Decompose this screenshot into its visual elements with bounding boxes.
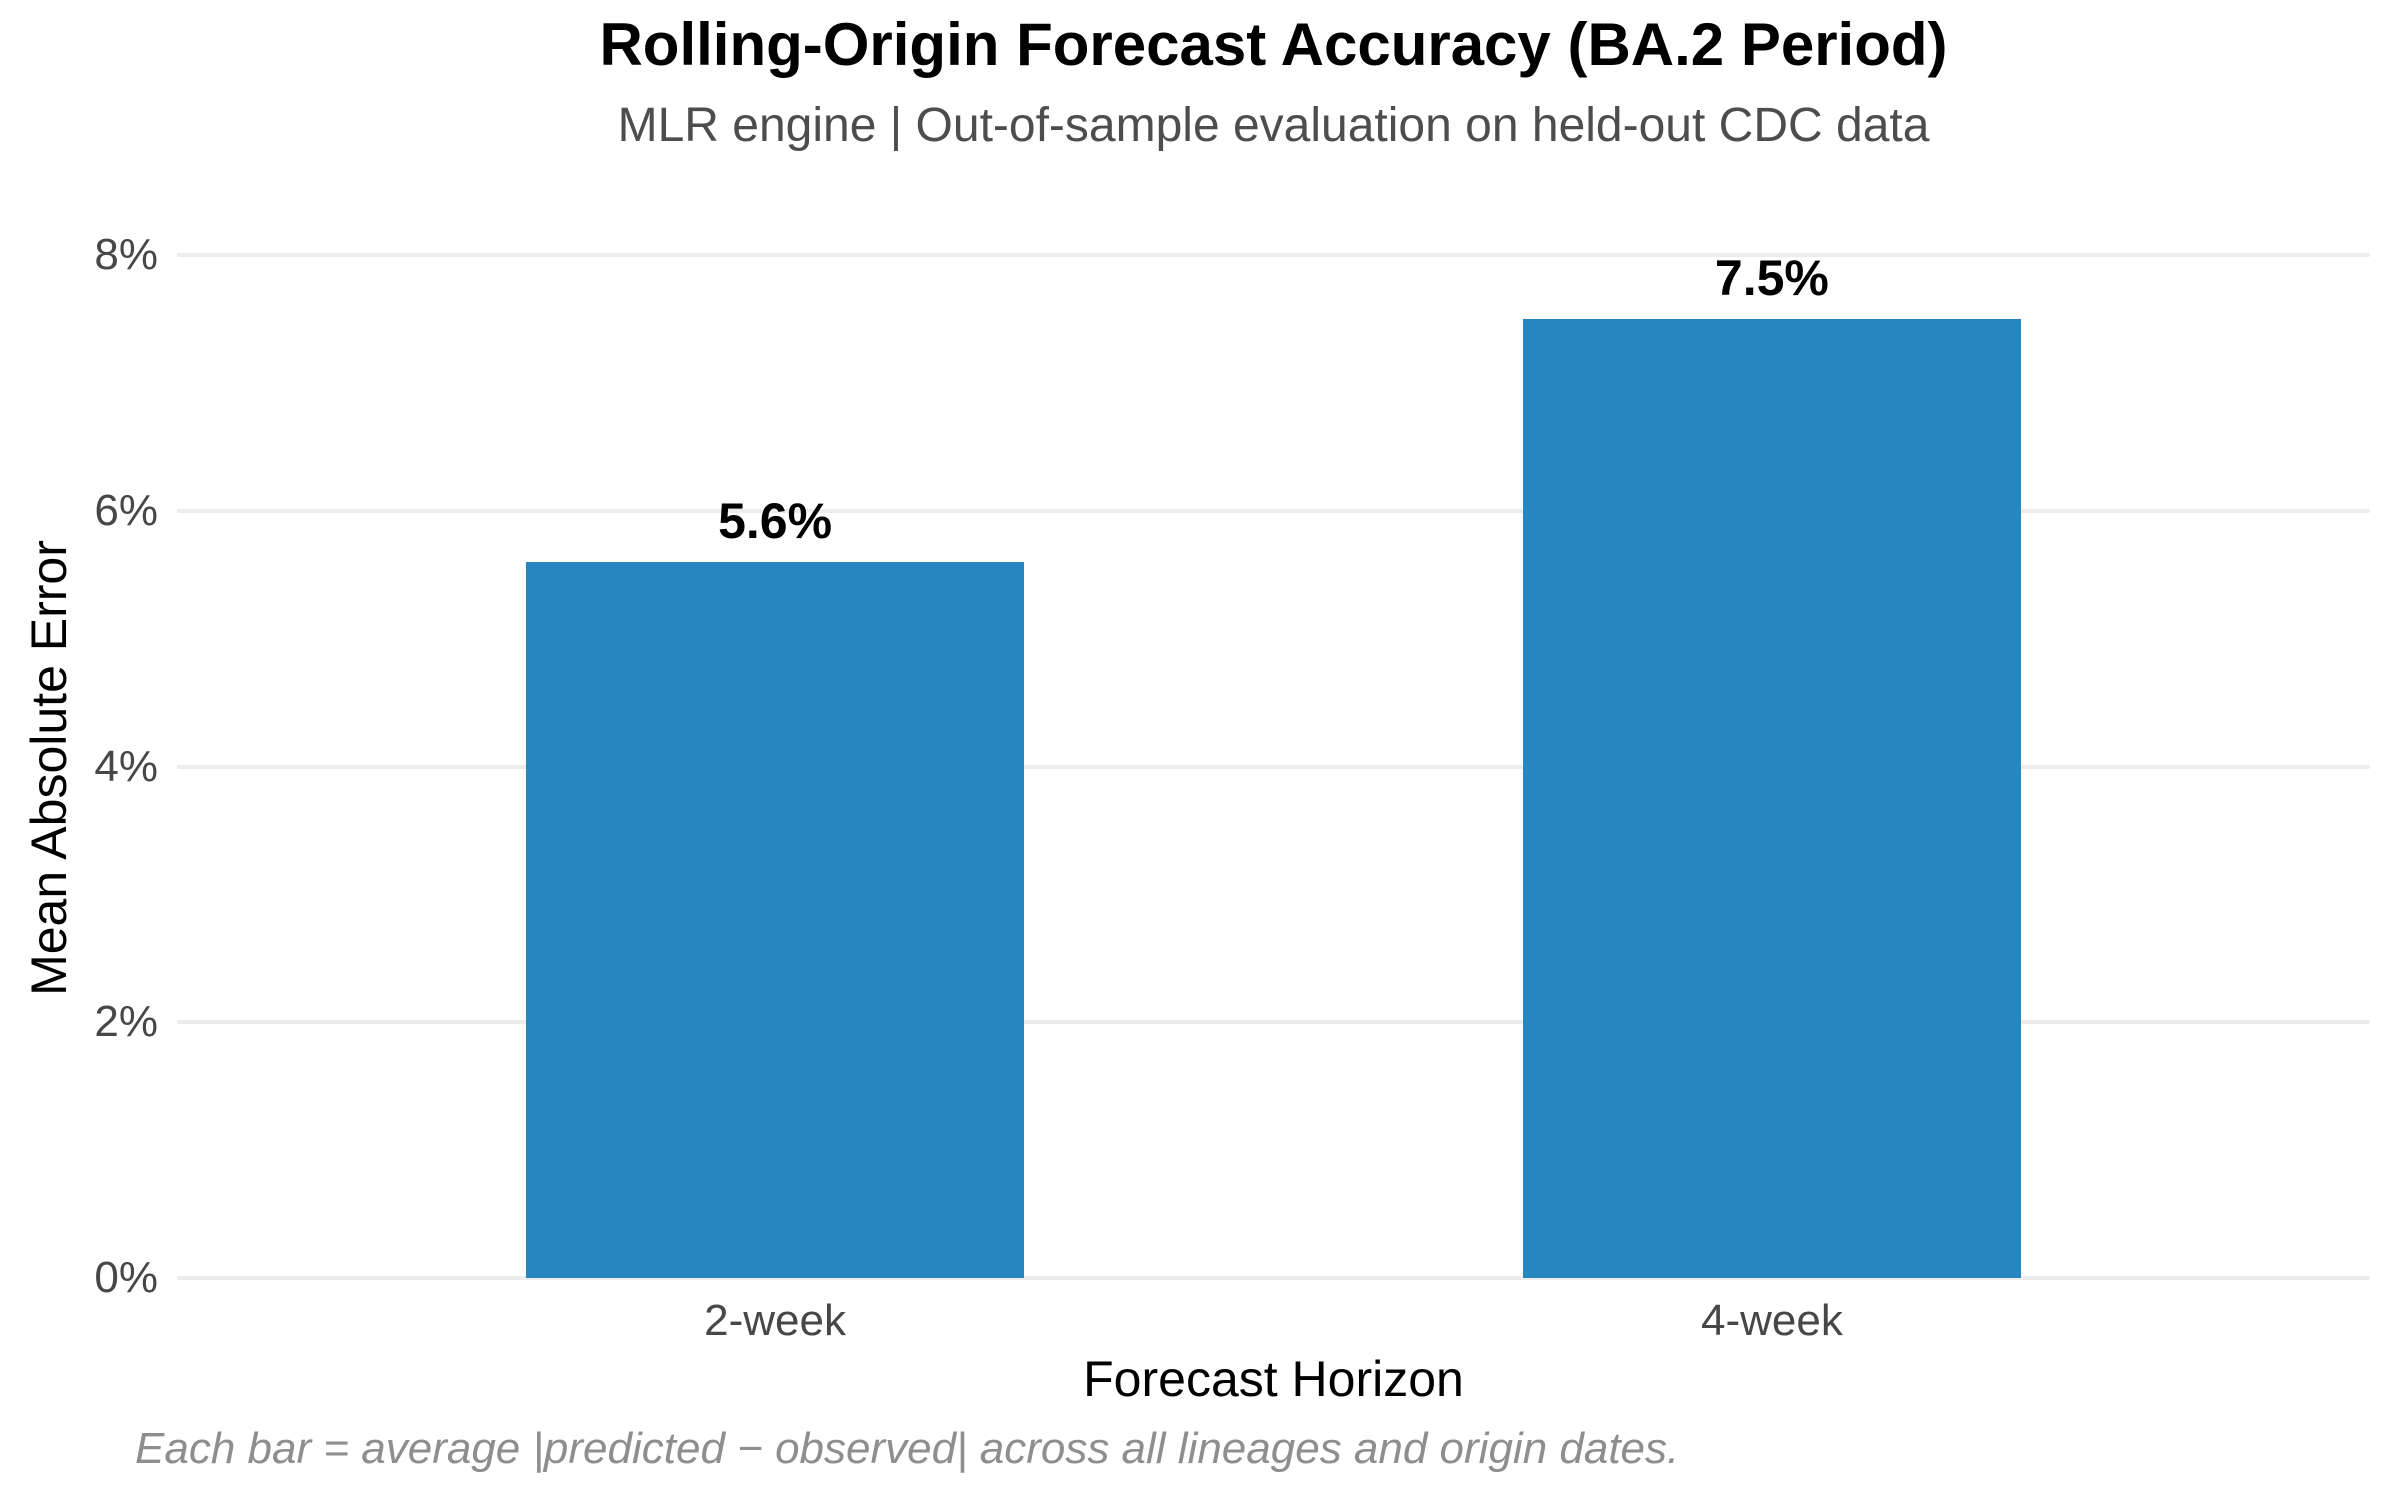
bar-value-label: 5.6% — [718, 492, 833, 549]
bar-value-label: 7.5% — [1714, 249, 1829, 306]
x-axis-title: Forecast Horizon — [1083, 1351, 1464, 1407]
bar-2-week — [525, 561, 1025, 1278]
gridline — [177, 1276, 2370, 1280]
y-tick-label: 6% — [94, 485, 158, 535]
bar-4-week — [1522, 318, 2022, 1278]
chart-title: Rolling-Origin Forecast Accuracy (BA.2 P… — [599, 11, 1948, 78]
y-tick-label: 4% — [94, 741, 158, 791]
gridline — [177, 508, 2370, 513]
x-tick-label: 2-week — [704, 1296, 846, 1345]
y-tick-label: 8% — [94, 230, 158, 279]
gridline — [177, 1020, 2370, 1025]
gridline — [177, 253, 2370, 257]
chart-footnote: Each bar = average |predicted − observed… — [135, 1424, 1680, 1473]
x-tick-label: 4-week — [1700, 1296, 1843, 1345]
gridline — [177, 764, 2370, 769]
chart-subtitle: MLR engine | Out-of-sample evaluation on… — [617, 99, 1930, 152]
y-tick-label: 2% — [94, 997, 158, 1047]
y-tick-label: 0% — [94, 1253, 158, 1302]
plot-area: 5.6% 7.5% — [177, 250, 2370, 1280]
